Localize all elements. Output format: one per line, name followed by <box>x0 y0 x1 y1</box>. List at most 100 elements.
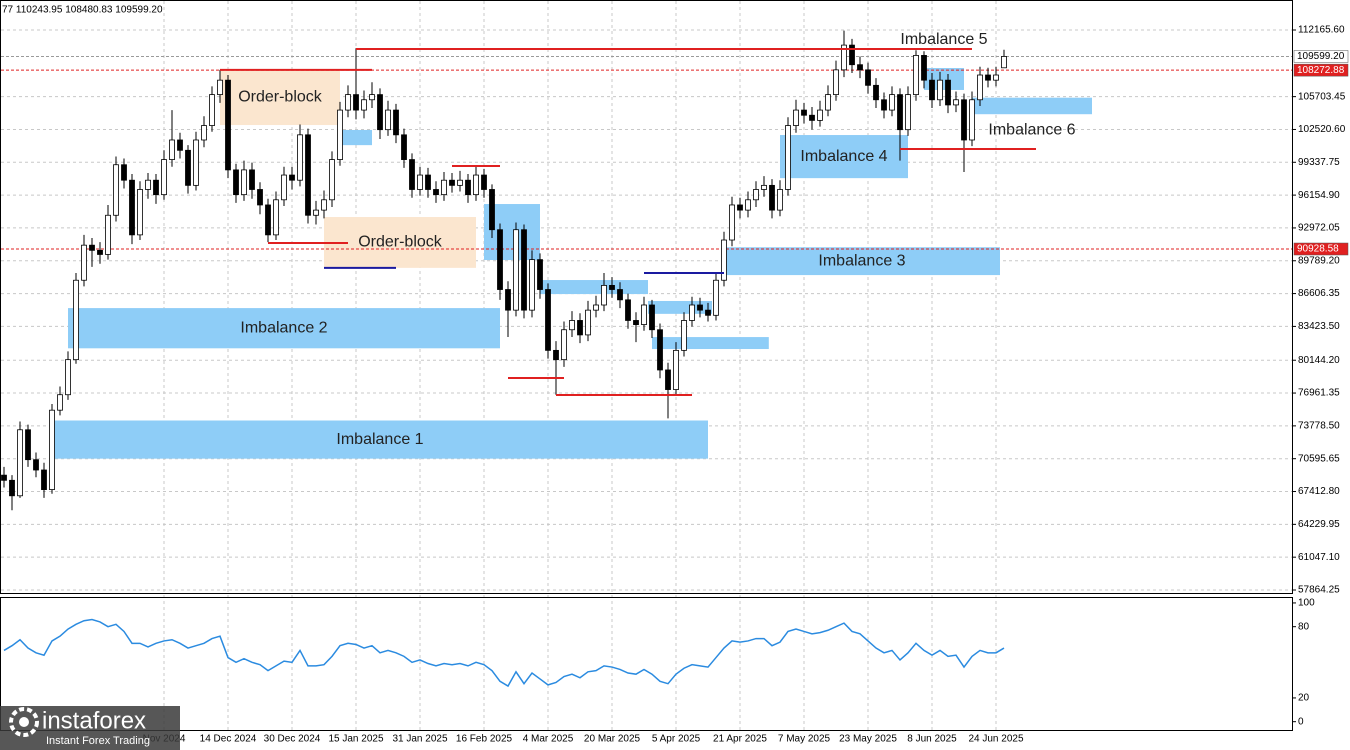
candle-body <box>177 139 183 151</box>
candle-body <box>73 279 79 361</box>
candle-body <box>161 159 167 196</box>
candle-body <box>353 94 359 111</box>
candle-body <box>57 394 63 411</box>
candle-body <box>529 259 535 311</box>
candle-body <box>521 229 527 311</box>
y-tick-label: 64229.95 <box>1298 519 1340 530</box>
candle-body <box>417 174 423 190</box>
candle-body <box>481 174 487 190</box>
candle-body <box>361 99 367 111</box>
candle-body <box>457 179 463 186</box>
watermark: instaforex Instant Forex Trading <box>0 706 180 750</box>
candle-body <box>449 179 455 186</box>
zone <box>68 308 500 349</box>
ohlc-header: 77 110243.95 108480.83 109599.20 <box>2 5 163 16</box>
candle-body <box>945 79 951 106</box>
candle-body <box>817 109 823 121</box>
x-tick-label: 16 Feb 2025 <box>456 734 513 745</box>
candle-body <box>329 159 335 201</box>
candle-body <box>713 279 719 316</box>
candle-body <box>833 69 839 96</box>
candle-body <box>385 109 391 131</box>
candle-body <box>721 239 727 281</box>
candle-body <box>993 74 999 81</box>
y-tick-label: 100 <box>1298 598 1315 609</box>
candle-body <box>761 184 767 190</box>
candle-body <box>513 229 519 311</box>
candle-body <box>209 94 215 126</box>
zone <box>220 69 340 126</box>
y-tick-label: 61047.10 <box>1298 552 1340 563</box>
candle-body <box>137 189 143 236</box>
candle-body <box>377 94 383 131</box>
candle-body <box>465 179 471 196</box>
candle-body <box>601 284 607 306</box>
candle-body <box>313 209 319 216</box>
y-tick-label: 80144.20 <box>1298 355 1340 366</box>
zone <box>338 129 372 146</box>
y-tick-label: 96154.90 <box>1298 190 1340 201</box>
candle-body <box>881 99 887 111</box>
candle-body <box>545 289 551 351</box>
zone-label: Order-block <box>358 234 443 251</box>
zone <box>780 135 908 179</box>
price-label: 108272.88 <box>1297 65 1345 76</box>
x-tick-label: 5 Apr 2025 <box>652 734 701 745</box>
candle-body <box>17 429 23 497</box>
candle-body <box>321 199 327 211</box>
y-tick-label: 80 <box>1298 621 1310 632</box>
candle-body <box>649 304 655 331</box>
y-tick-label: 20 <box>1298 693 1310 704</box>
candle-body <box>409 159 415 190</box>
candle-body <box>561 329 567 361</box>
candle-body <box>185 149 191 186</box>
zone <box>972 97 1092 115</box>
candle-body <box>585 309 591 336</box>
x-tick-label: 31 Jan 2025 <box>392 734 447 745</box>
candle-body <box>89 244 95 251</box>
candle-body <box>1 474 7 481</box>
candle-body <box>249 169 255 190</box>
candle-body <box>985 74 991 81</box>
candle-body <box>593 304 599 311</box>
candle-body <box>233 169 239 196</box>
candle-body <box>777 189 783 211</box>
candle-body <box>113 164 119 216</box>
candle-body <box>857 64 863 71</box>
candle-body <box>865 69 871 86</box>
price-label: 90928.58 <box>1297 244 1339 255</box>
candle-body <box>105 214 111 255</box>
candle-body <box>401 134 407 160</box>
price-label-box <box>1293 63 1349 77</box>
candle-body <box>657 329 663 371</box>
candle-body <box>617 289 623 301</box>
candle-body <box>929 79 935 101</box>
candle-body <box>745 199 751 211</box>
candle-body <box>489 189 495 231</box>
brand-tagline: Instant Forex Trading <box>46 735 150 747</box>
candle-body <box>705 309 711 316</box>
y-tick-label: 70595.65 <box>1298 453 1340 464</box>
candle-body <box>753 189 759 201</box>
zone-label: Order-block <box>238 89 323 106</box>
zone <box>652 337 769 350</box>
y-tick-label: 89789.20 <box>1298 255 1340 266</box>
candle-body <box>849 44 855 66</box>
candle-body <box>737 204 743 211</box>
candle-body <box>153 179 159 196</box>
candle-body <box>873 84 879 101</box>
x-tick-label: 21 Apr 2025 <box>713 734 767 745</box>
candle-body <box>473 174 479 196</box>
candle-body <box>433 189 439 196</box>
candle-body <box>425 174 431 190</box>
y-tick-label: 86606.35 <box>1298 288 1340 299</box>
logo-icon <box>9 707 39 737</box>
candle-body <box>969 99 975 141</box>
y-tick-label: 105703.45 <box>1298 91 1346 102</box>
zone-label: Imbalance 3 <box>818 252 905 269</box>
candle-body <box>129 179 135 236</box>
candle-body <box>217 79 223 96</box>
zone <box>52 420 708 459</box>
candle-body <box>97 249 103 255</box>
